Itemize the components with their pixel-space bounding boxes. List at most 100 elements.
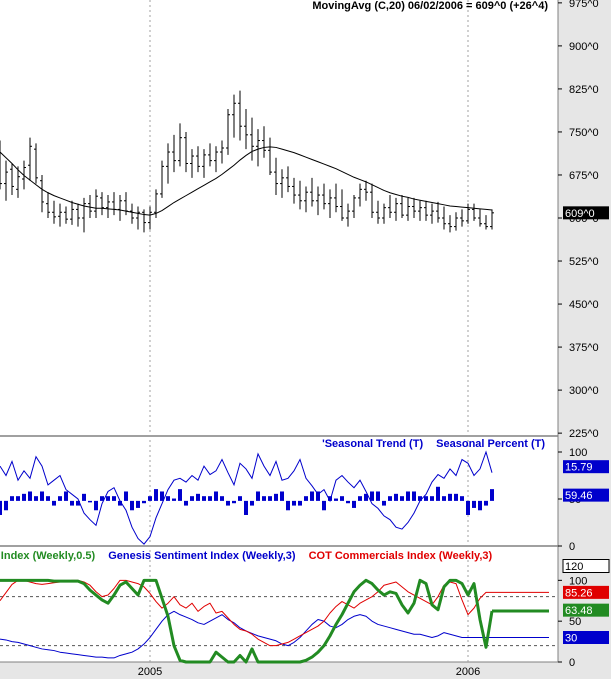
seasonal-percent-bar bbox=[220, 496, 224, 501]
seasonal-percent-tag: 59.46 bbox=[565, 490, 593, 502]
seasonal-percent-bar bbox=[238, 496, 242, 501]
seasonal-percent-bar bbox=[484, 500, 488, 506]
seasonal-percent-bar bbox=[136, 500, 140, 508]
seasonal-percent-bar bbox=[88, 500, 92, 503]
seasonal-percent-bar bbox=[118, 500, 122, 506]
index-panel-title: rcials Index (Weekly,0.5) Genesis Sentim… bbox=[0, 550, 492, 562]
seasonal-percent-bar bbox=[310, 491, 314, 501]
seasonal-percent-bar bbox=[346, 500, 350, 504]
seasonal-tick-label: 100 bbox=[569, 447, 587, 459]
seasonal-percent-bar bbox=[76, 500, 80, 506]
seasonal-percent-bar bbox=[286, 500, 290, 511]
seasonal-percent-bar bbox=[250, 500, 254, 506]
seasonal-percent-bar bbox=[94, 500, 98, 511]
last-value-tags: 609^0 15.79 59.46 120 85.26 63.48 30 bbox=[562, 206, 610, 645]
seasonal-percent-bar bbox=[190, 496, 194, 501]
seasonal-percent-bar bbox=[436, 486, 440, 501]
seasonal-percent-bar bbox=[124, 491, 128, 501]
seasonal-percent-bar bbox=[28, 491, 32, 501]
seasonal-percent-bar bbox=[0, 500, 2, 515]
seasonal-percent-bar bbox=[280, 491, 284, 501]
seasonal-percent-bar bbox=[106, 496, 110, 501]
seasonal-trend-tag: 15.79 bbox=[565, 462, 593, 474]
seasonal-percent-bar bbox=[154, 489, 158, 501]
x-tick-label: 2005 bbox=[138, 666, 162, 678]
index-tick-label: 0 bbox=[569, 657, 575, 669]
seasonal-trend-line bbox=[0, 450, 493, 545]
index-max-tag: 120 bbox=[565, 561, 583, 573]
price-tick-label: 900^0 bbox=[569, 41, 599, 53]
index-tick-label: 50 bbox=[569, 616, 581, 628]
seasonal-percent-bar bbox=[268, 496, 272, 501]
seasonal-percent-bar bbox=[340, 496, 344, 501]
price-tick-label: 225^0 bbox=[569, 428, 599, 440]
seasonal-percent-bar bbox=[208, 496, 212, 501]
seasonal-panel bbox=[0, 450, 494, 545]
seasonal-percent-bar bbox=[412, 491, 416, 501]
seasonal-percent-bar bbox=[490, 489, 494, 501]
seasonal-percent-bar bbox=[256, 491, 260, 501]
seasonal-percent-bar bbox=[430, 496, 434, 501]
seasonal-percent-bar bbox=[316, 491, 320, 501]
seasonal-percent-bar bbox=[388, 496, 392, 501]
price-tick-label: 975^0 bbox=[569, 0, 599, 10]
bottom-axis-panel bbox=[0, 662, 611, 679]
seasonal-percent-bar bbox=[82, 493, 86, 501]
seasonal-percent-bar bbox=[454, 493, 458, 501]
seasonal-percent-bar bbox=[298, 500, 302, 506]
seasonal-percent-bar bbox=[184, 500, 188, 506]
index-max-tag-box bbox=[562, 559, 610, 573]
seasonal-percent-bar bbox=[370, 491, 374, 501]
seasonal-percent-bar bbox=[226, 500, 230, 506]
seasonal-percent-bar bbox=[424, 496, 428, 501]
seasonal-percent-bar bbox=[148, 496, 152, 501]
price-last-tag-box bbox=[563, 206, 609, 220]
price-tick-label: 450^0 bbox=[569, 299, 599, 311]
seasonal-panel-title: 'Seasonal Trend (T) Seasonal Percent (T) bbox=[322, 438, 545, 450]
price-panel bbox=[0, 90, 494, 233]
moving-average-line bbox=[0, 146, 493, 216]
genesis-tag-box bbox=[563, 631, 609, 644]
seasonal-percent-bar bbox=[352, 500, 356, 508]
seasonal-percent-bar bbox=[448, 493, 452, 501]
commercials-tag-box bbox=[563, 603, 609, 617]
x-tick-label: 2006 bbox=[456, 666, 480, 678]
seasonal-percent-bar bbox=[460, 496, 464, 501]
index-panel bbox=[0, 578, 549, 664]
price-tick-label: 675^0 bbox=[569, 170, 599, 182]
seasonal-percent-bar bbox=[262, 496, 266, 501]
seasonal-percent-bar bbox=[478, 500, 482, 511]
seasonal-percent-bar bbox=[274, 493, 278, 501]
seasonal-percent-legend: Seasonal Percent (T) bbox=[436, 438, 545, 450]
seasonal-percent-tag-box bbox=[563, 488, 609, 502]
seasonal-percent-bar bbox=[4, 500, 8, 511]
seasonal-percent-bar bbox=[160, 491, 164, 501]
seasonal-percent-bar bbox=[22, 493, 26, 501]
seasonal-percent-bar bbox=[304, 496, 308, 501]
seasonal-percent-bar bbox=[334, 498, 338, 501]
seasonal-percent-bar bbox=[214, 491, 218, 501]
seasonal-percent-bar bbox=[244, 500, 248, 515]
seasonal-percent-bar bbox=[400, 496, 404, 501]
price-tick-label: 375^0 bbox=[569, 342, 599, 354]
price-last-tag: 609^0 bbox=[565, 208, 595, 220]
reference-lines bbox=[0, 596, 558, 647]
seasonal-percent-bar bbox=[292, 500, 296, 506]
seasonal-percent-bar bbox=[466, 500, 470, 515]
seasonal-percent-bar bbox=[406, 491, 410, 501]
seasonal-percent-bar bbox=[472, 500, 476, 508]
seasonal-percent-bar bbox=[322, 500, 326, 511]
commercials-index-line bbox=[0, 578, 494, 664]
seasonal-percent-bar bbox=[52, 500, 56, 506]
seasonal-percent-bar bbox=[232, 500, 236, 504]
cot-tag: 85.26 bbox=[565, 587, 593, 599]
seasonal-percent-bar bbox=[376, 491, 380, 501]
seasonal-percent-bar bbox=[172, 498, 176, 501]
index-tick-label: 100 bbox=[569, 575, 587, 587]
seasonal-percent-bar bbox=[382, 500, 386, 506]
seasonal-percent-bar bbox=[418, 496, 422, 501]
commercials-index-legend: rcials Index (Weekly,0.5) bbox=[0, 550, 95, 562]
seasonal-percent-bar bbox=[130, 500, 134, 511]
